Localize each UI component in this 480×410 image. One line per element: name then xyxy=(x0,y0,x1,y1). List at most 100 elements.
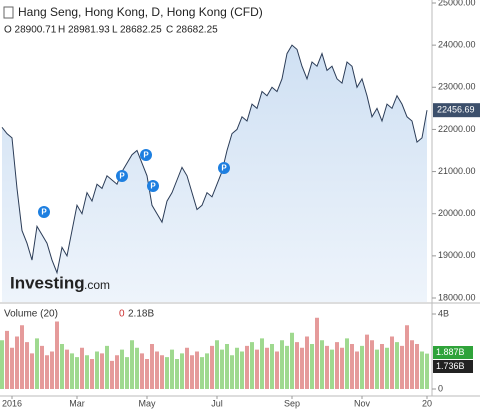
last-volume-label: 1.887B xyxy=(436,347,465,357)
volume-bar xyxy=(300,347,304,389)
volume-bar xyxy=(75,357,79,389)
x-tick-label: Jul xyxy=(211,398,223,408)
volume-bar xyxy=(230,355,234,389)
event-marker[interactable] xyxy=(218,162,230,174)
event-marker[interactable] xyxy=(116,170,128,182)
volume-bar xyxy=(385,347,389,389)
y-tick-label: 18000.00 xyxy=(438,292,476,302)
x-tick-label: 20 xyxy=(422,398,432,408)
volume-bar xyxy=(115,355,119,389)
volume-bar xyxy=(135,347,139,389)
y-tick-label: 19000.00 xyxy=(438,250,476,260)
volume-bar xyxy=(405,325,409,389)
ohlc-low: L 28682.25 xyxy=(112,25,162,36)
y-tick-label: 0 xyxy=(438,383,443,393)
volume-bar xyxy=(205,353,209,389)
volume-bar xyxy=(335,342,339,389)
volume-bar xyxy=(5,330,9,389)
volume-bar xyxy=(140,353,144,389)
volume-bar xyxy=(70,353,74,389)
volume-bar xyxy=(340,347,344,389)
volume-bar xyxy=(345,338,349,389)
volume-bar xyxy=(130,340,134,389)
x-tick-label: May xyxy=(138,398,156,408)
last-price-tag xyxy=(433,103,480,118)
volume-bar xyxy=(60,344,64,389)
volume-bar xyxy=(330,349,334,389)
volume-bar xyxy=(10,347,14,389)
volume-bar xyxy=(80,347,84,389)
price-area xyxy=(2,45,427,303)
volume-bar xyxy=(40,345,44,389)
volume-bar xyxy=(320,340,324,389)
volume-bar xyxy=(155,351,159,389)
event-marker-label: P xyxy=(119,172,125,181)
event-marker-label: P xyxy=(41,208,47,217)
volume-bar xyxy=(310,344,314,389)
volume-header-value: 2.18B xyxy=(128,309,154,320)
volume-bar xyxy=(15,336,19,389)
price-line xyxy=(1,44,428,275)
x-tick-label: Sep xyxy=(284,398,300,408)
volume-bar xyxy=(200,357,204,389)
volume-bar xyxy=(355,351,359,389)
logo: Investing xyxy=(10,273,85,292)
volume-bar xyxy=(120,349,124,389)
ohlc-high: H 28981.93 xyxy=(58,25,110,36)
volume-bar xyxy=(125,357,129,389)
volume-bar xyxy=(180,353,184,389)
volume-bar xyxy=(410,340,414,389)
event-marker[interactable] xyxy=(147,180,159,192)
volume-bar xyxy=(270,344,274,389)
volume-bar xyxy=(315,317,319,389)
volume-bar xyxy=(160,355,164,389)
volume-bar xyxy=(220,349,224,389)
y-tick-label: 21000.00 xyxy=(438,166,476,176)
volume-bar xyxy=(85,355,89,389)
volume-bar xyxy=(260,338,264,389)
volume-bar xyxy=(370,340,374,389)
volume-bar xyxy=(265,347,269,389)
volume-bar xyxy=(400,345,404,389)
volume-bar xyxy=(290,332,294,389)
event-marker[interactable] xyxy=(38,206,50,218)
volume-bar xyxy=(105,345,109,389)
volume-bar xyxy=(25,342,29,389)
volume-bar xyxy=(100,353,104,389)
collapse-icon[interactable] xyxy=(3,6,14,19)
volume-bar xyxy=(295,342,299,389)
volume-bar xyxy=(325,345,329,389)
volume-bar xyxy=(35,338,39,389)
volume-bar xyxy=(45,355,49,389)
y-tick-label: 25000.00 xyxy=(438,0,476,7)
x-tick-label: Nov xyxy=(354,398,371,408)
volume-bar xyxy=(425,353,429,389)
chart-title: Hang Seng, Hong Kong, D, Hong Kong (CFD) xyxy=(18,5,263,19)
volume-bar xyxy=(50,351,54,389)
volume-bar xyxy=(275,351,279,389)
volume-bar xyxy=(0,340,4,389)
last-price-label: 22456.69 xyxy=(437,105,475,115)
volume-bar xyxy=(195,351,199,389)
volume-bar xyxy=(145,359,149,389)
volume-bar xyxy=(395,342,399,389)
volume-bar xyxy=(360,345,364,389)
volume-bar xyxy=(285,345,289,389)
volume-bar xyxy=(55,321,59,389)
volume-bar xyxy=(90,359,94,389)
volume-bar xyxy=(190,355,194,389)
volume-bar xyxy=(305,336,309,389)
event-marker[interactable] xyxy=(140,149,152,161)
volume-bar xyxy=(235,347,239,389)
volume-bar xyxy=(30,353,34,389)
volume-bar xyxy=(350,344,354,389)
volume-bar xyxy=(170,349,174,389)
volume-bar xyxy=(110,360,114,389)
event-marker-label: P xyxy=(143,151,149,160)
volume-title: Volume (20) xyxy=(4,309,58,320)
volume-bar xyxy=(215,340,219,389)
volume-bar xyxy=(420,351,424,389)
x-tick-label: Mar xyxy=(69,398,85,408)
average-tag xyxy=(433,360,473,373)
